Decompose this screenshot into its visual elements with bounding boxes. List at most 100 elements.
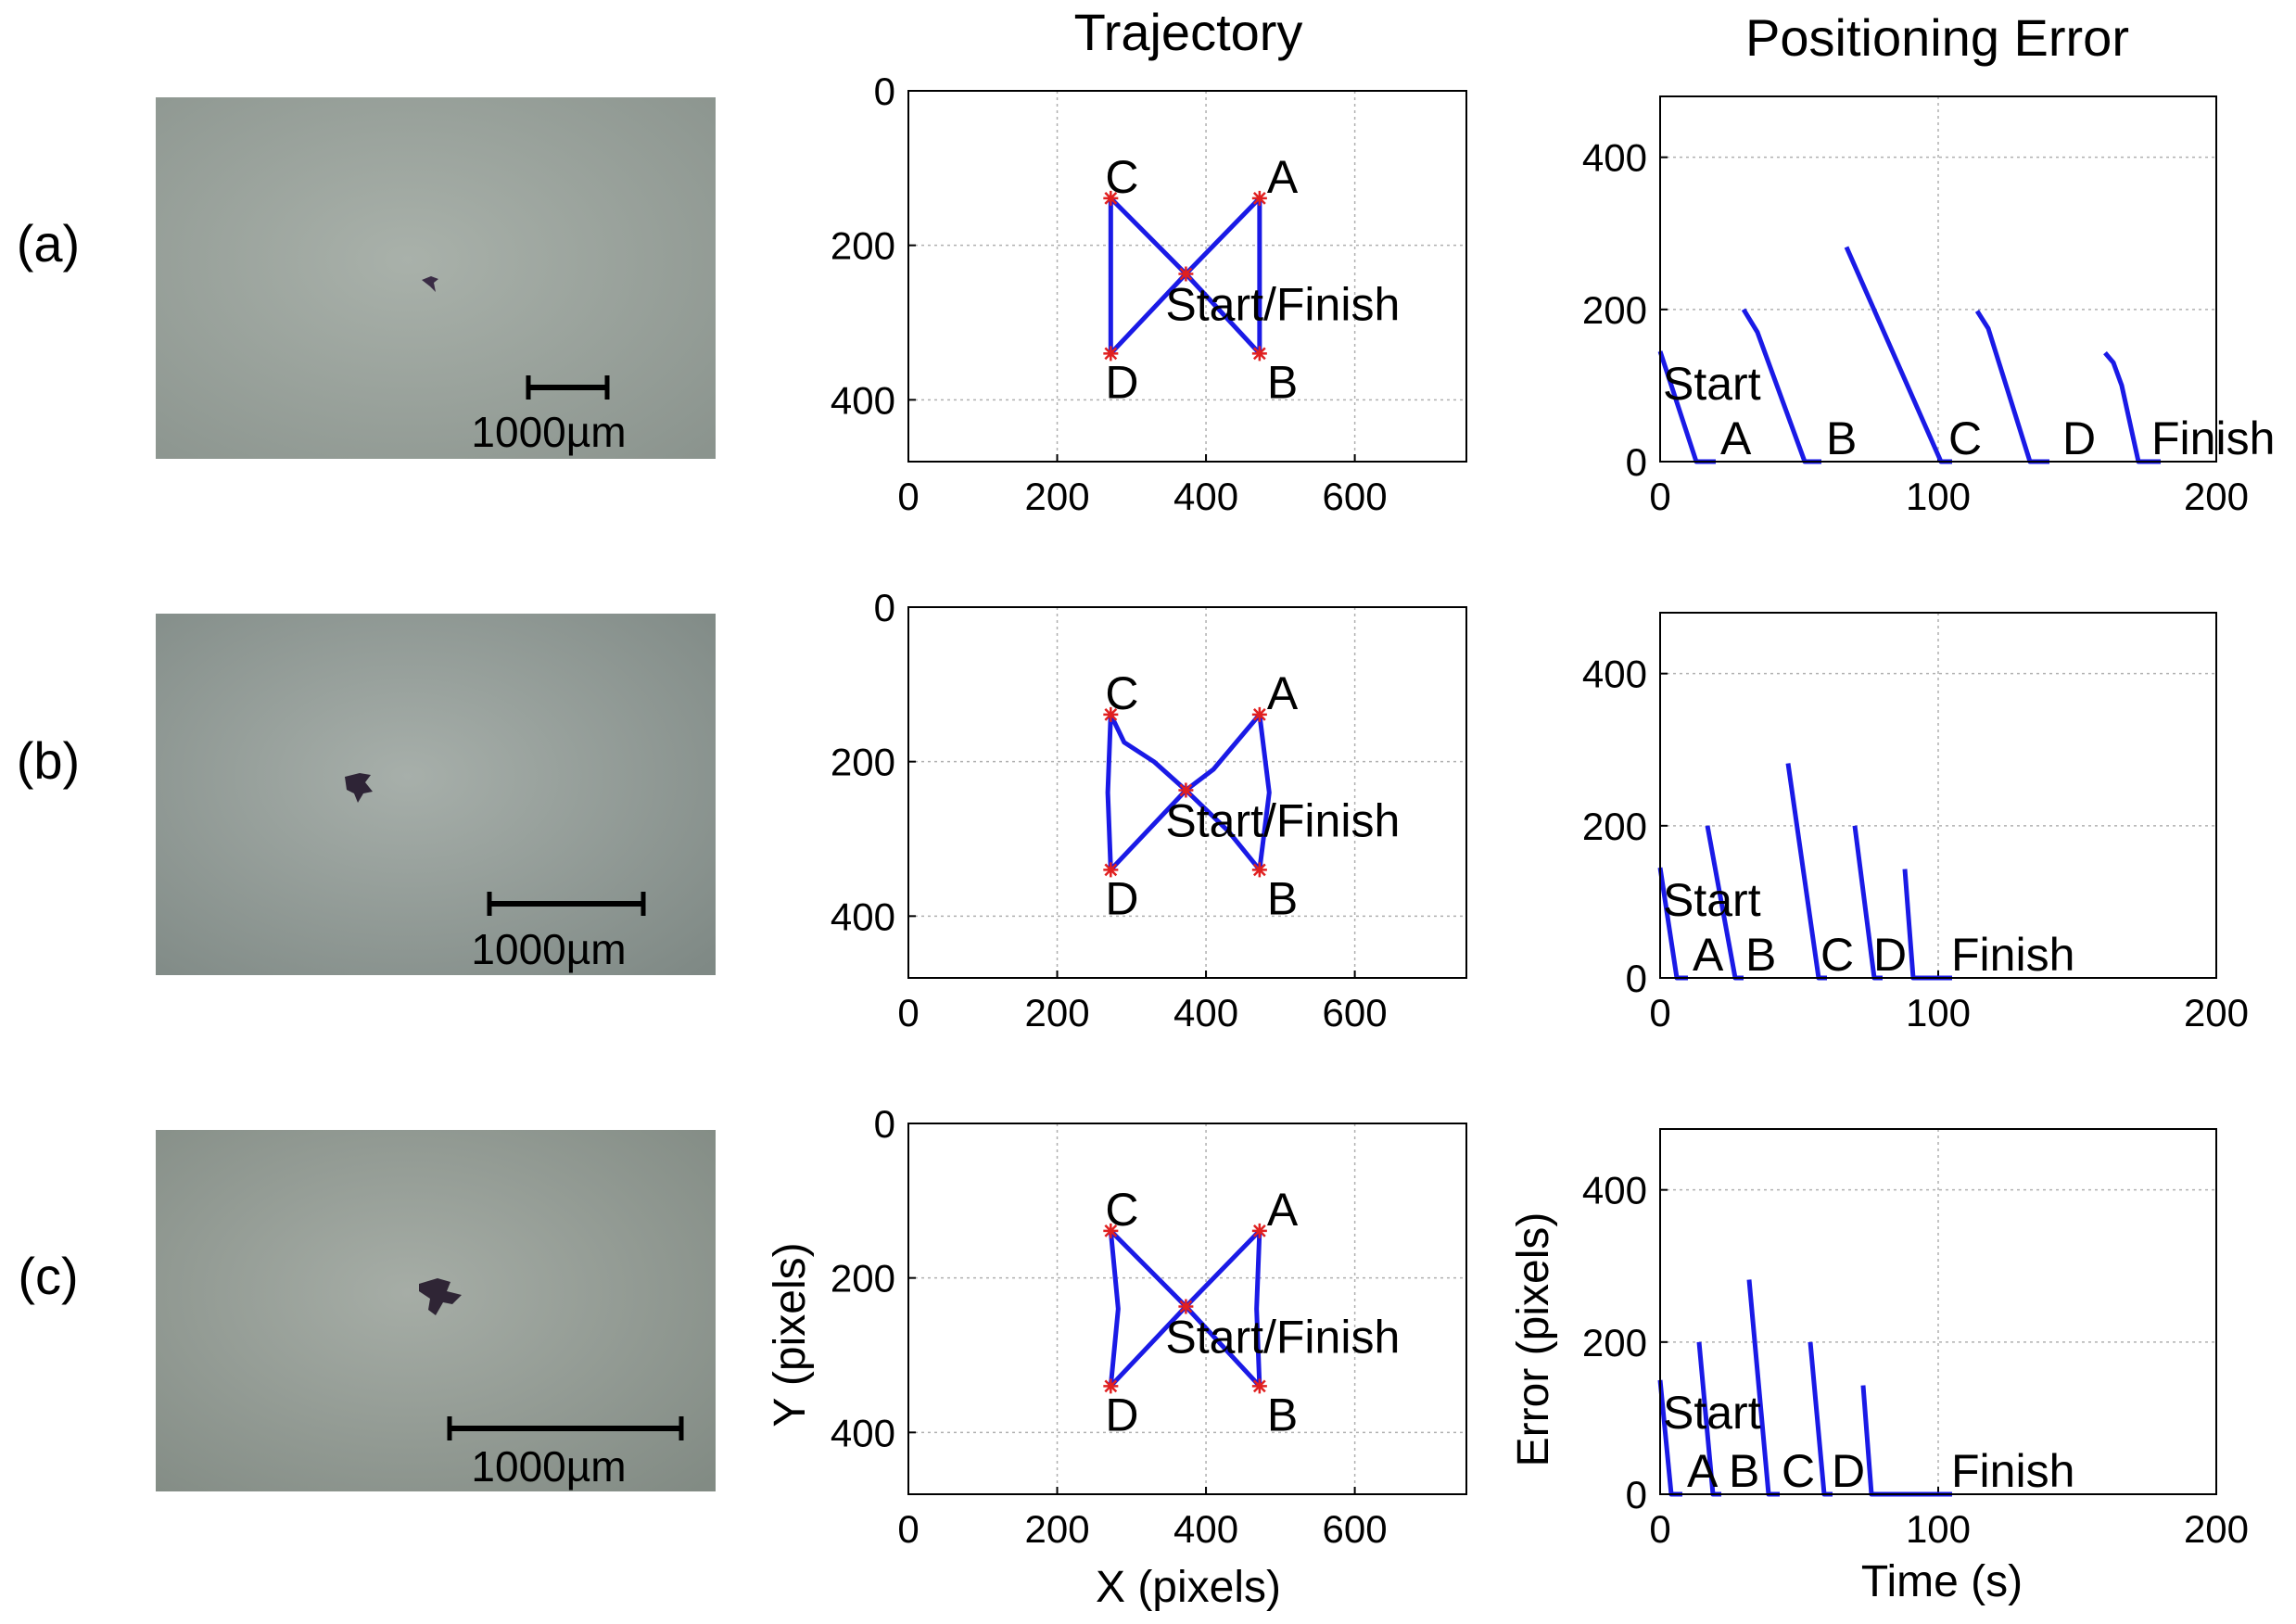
x-tick-label: 600 — [1323, 1507, 1388, 1551]
waypoint-marker — [1251, 190, 1267, 206]
microscope-image-a: 1000µm — [156, 97, 716, 459]
particle-icon — [422, 276, 438, 292]
x-tick-label: 200 — [2184, 1507, 2249, 1551]
x-tick-label: 200 — [1024, 475, 1089, 518]
waypoint-label-a: A — [1267, 151, 1299, 203]
waypoint-marker — [1251, 346, 1267, 362]
waypoint-marker — [1178, 782, 1194, 798]
y-tick-label: 200 — [831, 224, 895, 268]
waypoint-label-c: C — [1105, 1184, 1138, 1236]
trajectory-y-axis-label: Y (pixels) — [766, 1242, 815, 1427]
plot-frame — [907, 90, 1467, 463]
particle-icon — [419, 1278, 462, 1315]
y-tick-label: 200 — [1582, 805, 1647, 848]
waypoint-label-c: C — [1105, 667, 1138, 719]
waypoint-label-a: A — [1267, 667, 1299, 719]
x-tick-label: 0 — [897, 1507, 919, 1551]
x-tick-label: 0 — [1649, 991, 1670, 1034]
waypoint-label-b: B — [1267, 356, 1298, 408]
x-tick-label: 400 — [1173, 1507, 1238, 1551]
waypoint-label-b: B — [1826, 412, 1857, 464]
trajectory-plot-a: 0 200 400 600 0 200 400 Start/Finish A B C D — [831, 70, 1467, 518]
trajectory-plot-b: 0 200 400 600 0 200 400 Start/Finish A B C D — [831, 586, 1467, 1034]
y-tick-label: 400 — [1582, 653, 1647, 696]
y-tick-label: 400 — [831, 378, 895, 422]
waypoint-label-d: D — [1105, 356, 1138, 408]
waypoint-label-d: D — [1873, 929, 1907, 981]
scale-bar-label: 1000µm — [471, 925, 626, 973]
plot-frame — [1659, 612, 2217, 979]
particle-icon — [345, 773, 373, 803]
waypoint-label-a: A — [1267, 1184, 1299, 1236]
waypoint-label-a: A — [1720, 412, 1752, 464]
plot-frame — [1659, 1128, 2217, 1495]
scale-bar-label: 1000µm — [471, 408, 626, 456]
waypoint-label-d: D — [2062, 412, 2096, 464]
x-tick-label: 400 — [1173, 475, 1238, 518]
microscope-image-b: 1000µm — [156, 614, 716, 975]
x-tick-label: 400 — [1173, 991, 1238, 1034]
start-finish-label: Start/Finish — [1165, 1312, 1400, 1364]
trajectory-x-axis-label: X (pixels) — [1096, 1563, 1281, 1612]
waypoint-label-d: D — [1105, 872, 1138, 924]
waypoint-label-d: D — [1105, 1389, 1138, 1440]
x-tick-label: 100 — [1906, 991, 1971, 1034]
x-tick-label: 200 — [1024, 991, 1089, 1034]
waypoint-label-b: B — [1729, 1445, 1759, 1497]
waypoint-marker — [1251, 862, 1267, 878]
x-tick-label: 100 — [1906, 475, 1971, 518]
waypoint-label-c: C — [1782, 1445, 1815, 1497]
waypoint-marker — [1103, 1378, 1119, 1394]
waypoint-marker — [1103, 1223, 1119, 1238]
x-tick-label: 600 — [1323, 991, 1388, 1034]
start-finish-label: Start/Finish — [1165, 279, 1400, 331]
start-label: Start — [1663, 874, 1761, 926]
y-tick-label: 400 — [1582, 1169, 1647, 1212]
y-tick-label: 0 — [1626, 957, 1647, 1000]
error-x-axis-label: Time (s) — [1861, 1557, 2023, 1606]
x-tick-label: 600 — [1323, 475, 1388, 518]
y-tick-label: 200 — [831, 741, 895, 784]
y-tick-label: 400 — [1582, 136, 1647, 180]
waypoint-marker — [1251, 1378, 1267, 1394]
error-y-axis-label: Error (pixels) — [1509, 1212, 1558, 1467]
waypoint-marker — [1251, 1223, 1267, 1238]
trajectory-column-title: Trajectory — [1074, 3, 1303, 61]
y-tick-label: 200 — [831, 1257, 895, 1300]
waypoint-label-b: B — [1745, 929, 1776, 981]
row-label-a: (a) — [17, 214, 80, 273]
waypoint-label-b: B — [1267, 1389, 1298, 1440]
waypoint-label-b: B — [1267, 872, 1298, 924]
scale-bar: 1000µm — [471, 892, 646, 973]
start-label: Start — [1663, 1387, 1761, 1439]
row-label-b: (b) — [17, 731, 80, 790]
finish-label: Finish — [2151, 412, 2275, 464]
waypoint-marker — [1103, 346, 1119, 362]
y-tick-label: 0 — [1626, 1473, 1647, 1516]
plot-frame — [907, 606, 1467, 979]
start-label: Start — [1663, 358, 1761, 410]
x-tick-label: 0 — [897, 991, 919, 1034]
microscope-image-c: 1000µm — [156, 1130, 716, 1491]
y-tick-label: 200 — [1582, 288, 1647, 332]
x-tick-label: 200 — [2184, 991, 2249, 1034]
x-tick-label: 100 — [1906, 1507, 1971, 1551]
error-column-title: Positioning Error — [1745, 8, 2129, 67]
waypoint-marker — [1178, 1299, 1194, 1314]
x-tick-label: 0 — [1649, 475, 1670, 518]
y-tick-label: 0 — [1626, 440, 1647, 484]
waypoint-label-d: D — [1832, 1445, 1865, 1497]
waypoint-marker — [1251, 706, 1267, 722]
y-tick-label: 0 — [874, 1102, 895, 1146]
x-tick-label: 200 — [2184, 475, 2249, 518]
y-tick-label: 0 — [874, 586, 895, 629]
waypoint-label-c: C — [1820, 929, 1854, 981]
scale-bar-label: 1000µm — [471, 1442, 626, 1491]
x-tick-label: 200 — [1024, 1507, 1089, 1551]
y-tick-label: 200 — [1582, 1321, 1647, 1364]
finish-label: Finish — [1951, 929, 2074, 981]
waypoint-marker — [1103, 190, 1119, 206]
waypoint-label-a: A — [1687, 1445, 1719, 1497]
